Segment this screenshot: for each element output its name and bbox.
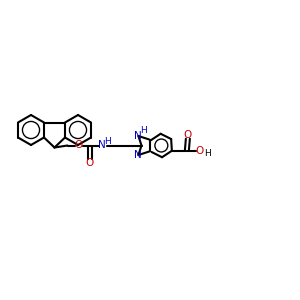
Text: H: H [104, 137, 111, 146]
Text: H: H [205, 149, 211, 158]
Text: O: O [74, 140, 83, 151]
Text: O: O [184, 130, 192, 140]
Text: H: H [140, 127, 147, 136]
Text: N: N [98, 140, 105, 151]
Text: N: N [134, 131, 141, 141]
Text: O: O [85, 158, 94, 167]
Text: O: O [196, 146, 204, 156]
Text: N: N [134, 150, 141, 160]
